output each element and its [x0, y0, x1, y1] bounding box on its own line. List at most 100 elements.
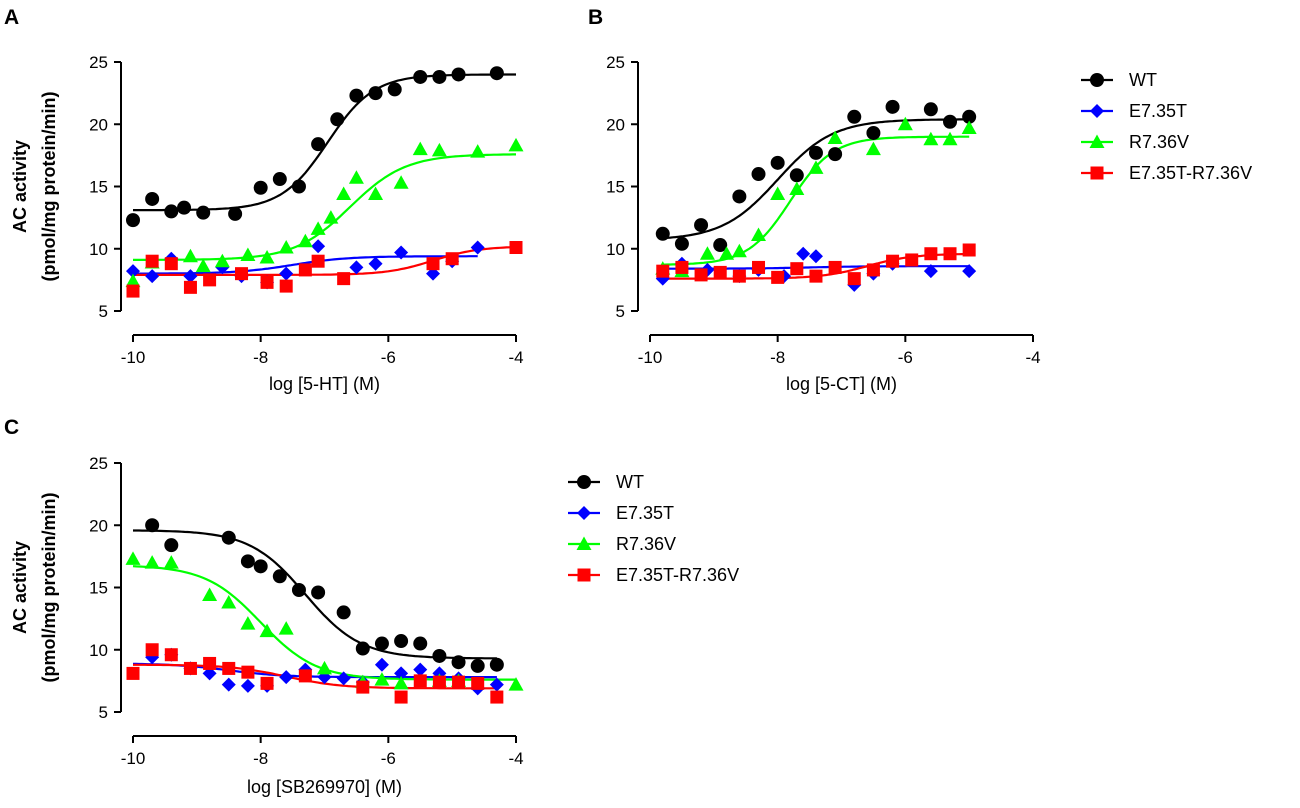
data-point — [923, 264, 938, 279]
data-point — [412, 141, 428, 156]
data-point — [432, 648, 447, 663]
data-point — [336, 671, 351, 686]
data-point — [145, 269, 160, 284]
data-point — [336, 186, 352, 200]
legend-marker-square-icon — [1090, 166, 1104, 180]
data-point — [368, 186, 384, 200]
data-point — [240, 616, 256, 630]
y-axis-title: AC activity — [10, 541, 30, 634]
data-point — [923, 131, 939, 146]
x-tick-label: -4 — [508, 348, 523, 367]
data-point — [732, 269, 746, 283]
legend-label: WT — [1129, 70, 1157, 90]
data-point — [394, 245, 409, 260]
legend-marker-square-icon — [577, 568, 591, 582]
data-point — [445, 252, 459, 266]
x-axis-title: log [SB269970] (M) — [247, 777, 402, 797]
data-point — [713, 265, 727, 279]
y-tick-label: 25 — [89, 454, 108, 473]
data-point — [886, 254, 900, 268]
data-point — [253, 559, 268, 574]
legend-marker-triangle-icon — [1089, 134, 1105, 148]
data-point — [413, 674, 427, 688]
data-point — [943, 247, 957, 261]
data-point — [297, 233, 313, 248]
legend-marker-triangle-icon — [576, 536, 592, 550]
y-axis-title: (pmol/mg protein/min) — [39, 92, 59, 282]
legend-marker-diamond-icon — [1090, 104, 1104, 118]
data-point — [923, 102, 938, 117]
data-point — [203, 656, 217, 670]
data-point — [240, 678, 255, 693]
data-point — [751, 167, 766, 182]
legend: WT E7.35T R7.36V E7.35T-R7.36V — [568, 472, 739, 585]
data-point — [196, 205, 211, 220]
data-point — [337, 272, 351, 286]
data-point — [374, 672, 390, 686]
data-point — [272, 172, 287, 187]
data-point — [356, 680, 370, 694]
legend-label: R7.36V — [1129, 132, 1189, 152]
data-point — [241, 665, 255, 679]
data-point — [298, 263, 312, 277]
y-axis-title: (pmol/mg protein/min) — [39, 493, 59, 683]
panel-c: C 5 10 15 20 25 -10 -8 -6 -4 log [SB269970] (M) AC … — [4, 416, 739, 797]
data-point — [260, 676, 274, 690]
legend-marker-circle-icon — [577, 475, 591, 489]
data-point — [962, 109, 977, 124]
data-point — [203, 273, 217, 287]
data-point — [272, 569, 287, 584]
data-point — [732, 189, 747, 204]
data-point — [126, 666, 140, 680]
data-point — [866, 263, 880, 277]
data-point — [164, 204, 179, 219]
data-point — [432, 69, 447, 84]
y-tick-label: 10 — [606, 240, 625, 259]
legend-marker-diamond-icon — [577, 506, 591, 520]
data-point — [317, 660, 332, 675]
data-point — [240, 554, 255, 569]
data-point — [866, 125, 881, 140]
data-point — [336, 605, 351, 620]
data-point — [509, 241, 523, 255]
data-point — [943, 114, 958, 129]
data-point — [432, 675, 446, 689]
data-point — [349, 260, 364, 275]
data-point — [393, 675, 409, 690]
data-point — [413, 69, 428, 84]
data-point — [655, 226, 670, 241]
y-tick-label: 10 — [89, 240, 108, 259]
data-point — [183, 269, 198, 284]
data-point — [259, 623, 275, 638]
x-tick-label: -6 — [381, 348, 396, 367]
data-point — [387, 82, 402, 97]
data-point — [865, 141, 881, 156]
fit-curve-wt — [662, 118, 970, 240]
x-tick-label: -6 — [898, 348, 913, 367]
data-point — [489, 66, 504, 81]
data-point — [183, 280, 197, 294]
legend-label: E7.35T-R7.36V — [1129, 163, 1252, 183]
data-point — [145, 518, 160, 533]
data-point — [145, 254, 159, 268]
x-tick-label: -8 — [253, 348, 268, 367]
data-point — [222, 661, 236, 675]
data-point — [368, 86, 383, 101]
data-point — [796, 246, 811, 261]
data-point — [214, 253, 230, 268]
data-point — [279, 279, 293, 293]
data-point — [694, 268, 708, 282]
data-point — [145, 191, 160, 206]
data-point — [240, 247, 256, 261]
x-tick-label: -10 — [638, 348, 663, 367]
data-point — [961, 120, 977, 134]
data-point — [374, 657, 389, 672]
data-point — [431, 142, 447, 157]
data-point — [897, 116, 913, 131]
data-point — [183, 661, 197, 675]
data-point — [310, 221, 326, 235]
y-tick-label: 5 — [99, 703, 108, 722]
legend-label: E7.35T-R7.36V — [616, 565, 739, 585]
panel-a: A 5 10 15 20 25 -10 -8 -6 -4 log [5-HT] (M) AC acti… — [4, 6, 524, 394]
